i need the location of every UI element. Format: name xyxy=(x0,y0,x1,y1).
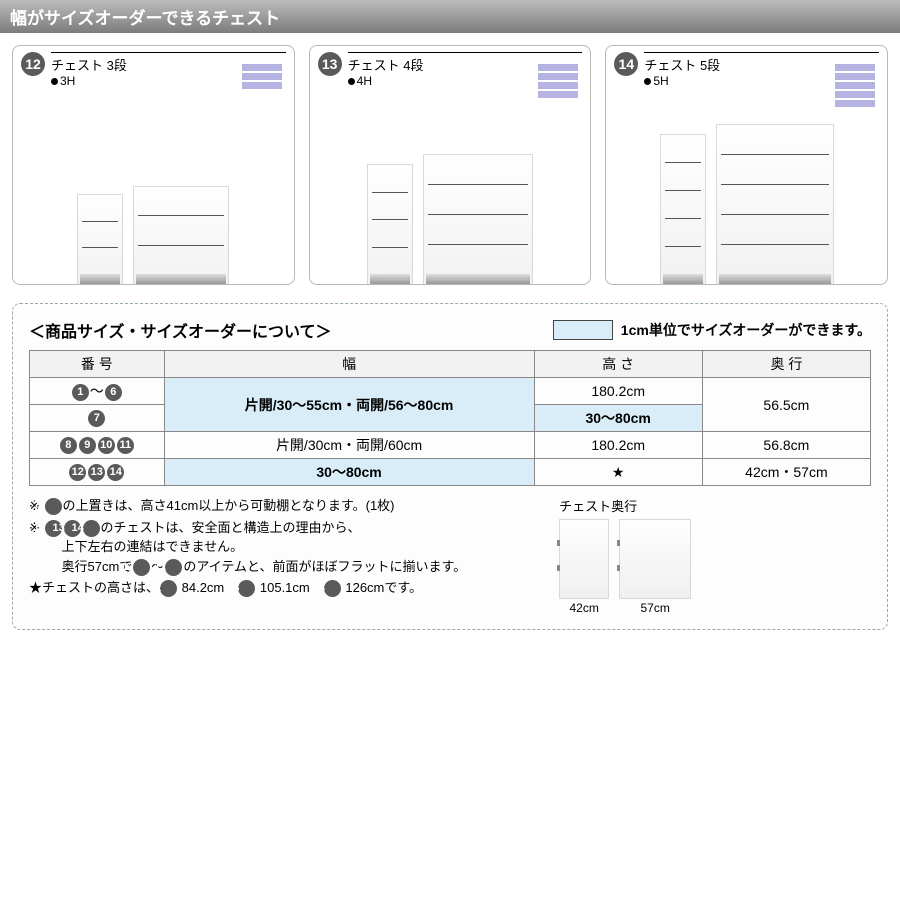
mini-drawer-icon xyxy=(538,91,578,98)
number-badge: 11 xyxy=(165,559,182,576)
product-card: 12 チェスト 3段 3H xyxy=(12,45,295,285)
mini-drawer-icon xyxy=(835,73,875,80)
product-card: 13 チェスト 4段 4H xyxy=(309,45,592,285)
depth-box xyxy=(619,519,691,599)
chest-illustration xyxy=(423,154,533,284)
size-legend: ＜商品サイズ・サイズオーダーについて＞ 1cm単位でサイズオーダーができます。 … xyxy=(12,303,888,630)
mini-drawer-icon xyxy=(835,91,875,98)
number-badge: 10 xyxy=(98,437,115,454)
legend-key-text: 1cm単位でサイズオーダーができます。 xyxy=(621,320,871,340)
depth-label: 42cm xyxy=(559,601,609,615)
card-number-badge: 13 xyxy=(318,52,342,76)
row-ids: 1〜6 xyxy=(30,378,165,405)
number-badge: 7 xyxy=(88,410,105,427)
mini-drawer-icon xyxy=(835,82,875,89)
mini-drawer-icon xyxy=(242,82,282,89)
depth-item: 57cm xyxy=(619,519,691,615)
mini-drawer-stack xyxy=(835,64,875,107)
number-badge: 14 xyxy=(83,520,100,537)
row-width: 片開/30〜55cm・両開/56〜80cm xyxy=(164,378,534,432)
row-height: ★ xyxy=(534,459,702,486)
mini-drawer-icon xyxy=(538,73,578,80)
col-width: 幅 xyxy=(164,351,534,378)
col-number: 番 号 xyxy=(30,351,165,378)
number-badge: 13 xyxy=(238,580,255,597)
number-badge: 14 xyxy=(324,580,341,597)
row-ids: 121314 xyxy=(30,459,165,486)
number-badge: 6 xyxy=(105,384,122,401)
row-width: 片開/30cm・両開/60cm xyxy=(164,432,534,459)
product-card: 14 チェスト 5段 5H xyxy=(605,45,888,285)
chest-illustration xyxy=(716,124,834,284)
chest-illustration xyxy=(133,186,229,284)
mini-drawer-stack xyxy=(242,64,282,89)
col-depth: 奥 行 xyxy=(702,351,870,378)
product-cards: 12 チェスト 3段 3H 13 チェスト 4段 4H xyxy=(0,33,900,303)
row-depth: 56.5cm xyxy=(702,378,870,432)
chest-illustration xyxy=(367,164,413,284)
number-badge: 11 xyxy=(117,437,134,454)
section-header: 幅がサイズオーダーできるチェスト xyxy=(0,0,900,33)
row-ids: 7 xyxy=(30,405,165,432)
col-height: 高 さ xyxy=(534,351,702,378)
notes-text: ※ 7の上置きは、高さ41cm以上から可動棚となります。(1枚) ※ 12131… xyxy=(29,496,547,615)
chest-illustration xyxy=(77,194,123,284)
card-number-badge: 12 xyxy=(21,52,45,76)
mini-drawer-icon xyxy=(835,100,875,107)
legend-swatch xyxy=(553,320,613,340)
number-badge: 1 xyxy=(72,384,89,401)
number-badge: 14 xyxy=(107,464,124,481)
number-badge: 12 xyxy=(160,580,177,597)
row-depth: 42cm・57cm xyxy=(702,459,870,486)
mini-drawer-stack xyxy=(538,64,578,98)
mini-drawer-icon xyxy=(538,64,578,71)
mini-drawer-icon xyxy=(835,64,875,71)
depth-figure-title: チェスト奥行 xyxy=(547,496,871,515)
legend-title: ＜商品サイズ・サイズオーダーについて＞ xyxy=(29,318,332,342)
number-badge: 12 xyxy=(69,464,86,481)
chest-illustration xyxy=(660,134,706,284)
row-height: 30〜80cm xyxy=(534,405,702,432)
depth-box xyxy=(559,519,609,599)
depth-item: 42cm xyxy=(559,519,609,615)
number-badge: 7 xyxy=(45,498,62,515)
number-badge: 8 xyxy=(60,437,77,454)
row-ids: 891011 xyxy=(30,432,165,459)
mini-drawer-icon xyxy=(538,82,578,89)
depth-figure: チェスト奥行 42cm 57cm xyxy=(547,496,871,615)
row-depth: 56.8cm xyxy=(702,432,870,459)
size-table: 番 号 幅 高 さ 奥 行 1〜6 片開/30〜55cm・両開/56〜80cm … xyxy=(29,350,871,486)
row-width: 30〜80cm xyxy=(164,459,534,486)
section-header-text: 幅がサイズオーダーできるチェスト xyxy=(10,9,280,28)
mini-drawer-icon xyxy=(242,73,282,80)
depth-label: 57cm xyxy=(619,601,691,615)
row-height: 180.2cm xyxy=(534,378,702,405)
number-badge: 13 xyxy=(88,464,105,481)
card-number-badge: 14 xyxy=(614,52,638,76)
number-badge: 1 xyxy=(133,559,150,576)
row-height: 180.2cm xyxy=(534,432,702,459)
mini-drawer-icon xyxy=(242,64,282,71)
number-badge: 9 xyxy=(79,437,96,454)
legend-key: 1cm単位でサイズオーダーができます。 xyxy=(553,320,871,340)
